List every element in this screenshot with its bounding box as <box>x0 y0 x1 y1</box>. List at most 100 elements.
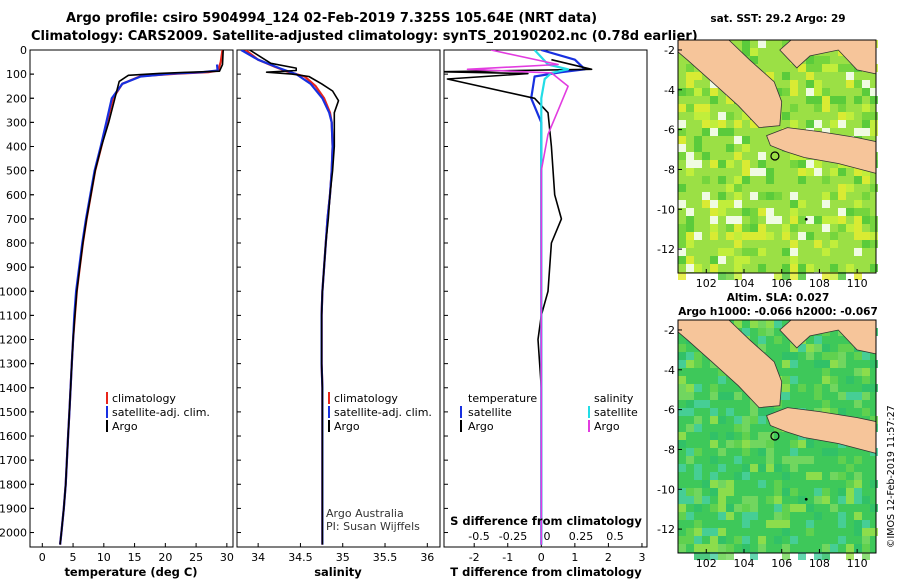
map-cell <box>854 200 862 208</box>
map-cell <box>766 408 774 416</box>
map-cell <box>838 168 846 176</box>
map-cell <box>758 224 766 232</box>
map-cell <box>806 216 814 224</box>
map-cell <box>838 488 846 496</box>
map-cell <box>718 504 726 512</box>
map-cell <box>686 456 694 464</box>
map-cell <box>734 256 742 264</box>
depth-tick-label: 600 <box>6 189 27 202</box>
float-position-marker <box>770 151 780 161</box>
map-cell <box>718 536 726 544</box>
map-cell <box>734 456 742 464</box>
map-cell <box>710 160 718 168</box>
s-diff-tick-label: -0.25 <box>499 530 527 543</box>
map-cell <box>870 128 878 136</box>
land-sumatra <box>677 319 783 409</box>
map-cell <box>846 224 854 232</box>
map-cell <box>766 232 774 240</box>
map-cell <box>718 120 726 128</box>
map-cell <box>678 408 686 416</box>
map-cell <box>742 440 750 448</box>
map-cell <box>742 432 750 440</box>
map-cell <box>694 136 702 144</box>
map-cell <box>814 344 822 352</box>
legend-satellite-adj: satellite-adj. clim. <box>112 406 210 419</box>
depth-tick-label: 2000 <box>0 527 27 540</box>
map-cell <box>734 224 742 232</box>
map-cell <box>814 240 822 248</box>
map-cell <box>814 216 822 224</box>
map-cell <box>726 432 734 440</box>
depth-tick-label: 1400 <box>0 382 27 395</box>
map-cell <box>830 168 838 176</box>
map-cell <box>782 488 790 496</box>
map-cell <box>726 504 734 512</box>
map-cell <box>806 56 814 64</box>
map-cell <box>686 72 694 80</box>
map-cell <box>830 448 838 456</box>
depth-tick-label: 1800 <box>0 478 27 491</box>
x-tick-label: 10 <box>97 551 111 564</box>
legend-climatology: climatology <box>334 392 398 405</box>
salinity-panel: 34 34.5 35 35.5 36 <box>237 49 434 564</box>
depth-tick-label: 700 <box>6 213 27 226</box>
map-cell <box>718 488 726 496</box>
depth-tick-label: 1200 <box>0 334 27 347</box>
map-cell <box>862 368 870 376</box>
map-cell <box>854 232 862 240</box>
map-cell <box>718 256 726 264</box>
map-cell <box>766 72 774 80</box>
map-cell <box>822 344 830 352</box>
x-tick-label: 3 <box>638 551 645 564</box>
map-cell <box>742 48 750 56</box>
map-cell <box>734 272 742 280</box>
legend-t-argo: Argo <box>468 420 494 433</box>
map-cell <box>694 112 702 120</box>
map-cell <box>766 192 774 200</box>
map-cell <box>774 504 782 512</box>
map-cell <box>806 456 814 464</box>
map-cell <box>750 216 758 224</box>
map-cell <box>790 536 798 544</box>
map-cell <box>726 512 734 520</box>
x-tick-label: 0 <box>538 551 545 564</box>
map-cell <box>790 464 798 472</box>
map-cell <box>782 232 790 240</box>
map-cell <box>726 96 734 104</box>
map-cell <box>854 248 862 256</box>
map-cell <box>838 224 846 232</box>
temperature-legend: climatology satellite-adj. clim. Argo <box>106 392 210 433</box>
map-cell <box>830 120 838 128</box>
map-lon-label: 104 <box>734 557 755 570</box>
map-cell <box>798 168 806 176</box>
map-cell <box>774 536 782 544</box>
map-cell <box>782 472 790 480</box>
map-cell <box>814 512 822 520</box>
map-cell <box>814 104 822 112</box>
map-cell <box>854 80 862 88</box>
map-cell <box>710 488 718 496</box>
map-cell <box>814 80 822 88</box>
map-cell <box>718 528 726 536</box>
map-cell <box>838 344 846 352</box>
map-cell <box>750 552 758 560</box>
map-cell <box>678 376 686 384</box>
map-cell <box>718 368 726 376</box>
map-cell <box>862 352 870 360</box>
map-cell <box>694 464 702 472</box>
map-cell <box>678 136 686 144</box>
map-cell <box>782 504 790 512</box>
map-cell <box>702 496 710 504</box>
map-cell <box>782 72 790 80</box>
map-cell <box>718 496 726 504</box>
map-cell <box>678 128 686 136</box>
map-cell <box>750 496 758 504</box>
map-cell <box>798 456 806 464</box>
map-cell <box>774 496 782 504</box>
map-cell <box>830 216 838 224</box>
depth-tick-label: 900 <box>6 261 27 274</box>
map-cell <box>806 352 814 360</box>
map-cell <box>838 408 846 416</box>
map-cell <box>678 240 686 248</box>
map-cell <box>710 200 718 208</box>
